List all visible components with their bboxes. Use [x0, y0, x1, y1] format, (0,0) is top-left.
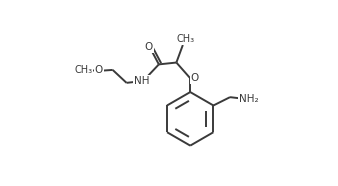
Text: NH₂: NH₂ — [239, 94, 258, 104]
Text: CH₃: CH₃ — [74, 65, 92, 75]
Text: CH₃: CH₃ — [176, 34, 195, 44]
Text: O: O — [95, 65, 103, 75]
Text: O: O — [191, 73, 199, 83]
Text: NH: NH — [134, 76, 149, 86]
Text: O: O — [145, 42, 153, 52]
